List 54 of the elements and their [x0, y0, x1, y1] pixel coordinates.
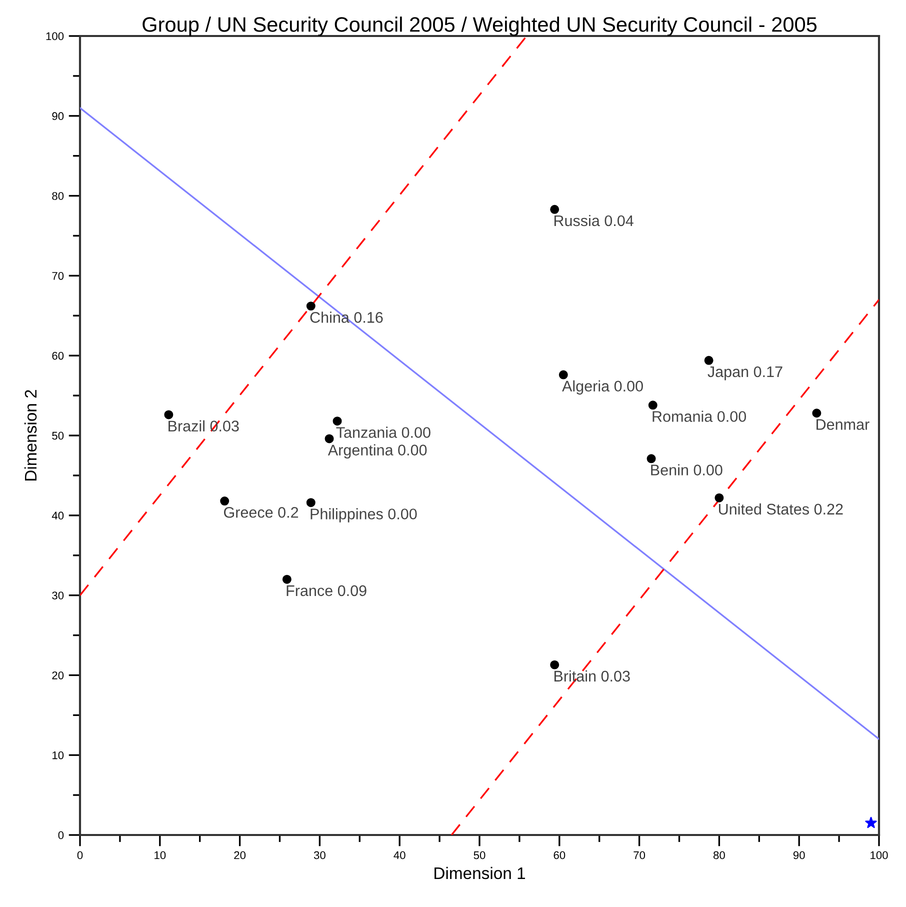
annotation: Argentina 0.00 [328, 444, 427, 458]
point [812, 408, 822, 418]
x-tick-label: 40 [394, 851, 406, 860]
point [550, 660, 560, 670]
x-tick-label: 30 [314, 851, 326, 860]
y-tick-label: 90 [52, 112, 64, 120]
point [164, 410, 174, 420]
chart-title: Group / UN Security Council 2005 / Weighted UN Security Council - 2005 [142, 16, 817, 36]
y-axis-title: Dimension 2 [24, 390, 37, 480]
x-tick-label: 80 [714, 851, 725, 860]
point [646, 454, 656, 464]
y-tick-label: 100 [46, 32, 64, 40]
y-tick-label: 30 [52, 592, 64, 600]
x-tick-label: 70 [634, 851, 646, 860]
point [865, 816, 877, 828]
point [332, 416, 342, 426]
annotation: Philippines 0.00 [310, 508, 417, 522]
point [714, 493, 724, 502]
y-tick-label: 50 [52, 432, 64, 440]
x-tick-label: 0 [77, 851, 83, 860]
x-tick-label: 90 [793, 851, 805, 860]
annotation: Japan 0.17 [708, 366, 782, 380]
annotation: Denmar [816, 419, 870, 430]
point [704, 356, 714, 365]
annotation: United States 0.22 [718, 503, 843, 515]
y-tick-label: 60 [52, 352, 64, 360]
annotation: Greece 0.2 [224, 506, 298, 518]
y-tick-label: 70 [52, 272, 64, 280]
point [550, 204, 560, 214]
x-tick-label: 100 [870, 851, 888, 860]
point [648, 400, 658, 410]
point [220, 496, 230, 506]
annotation: Britain 0.03 [554, 670, 630, 682]
point [306, 498, 316, 508]
y-tick-label: 40 [52, 512, 64, 520]
annotation: Romania 0.00 [652, 410, 746, 422]
point [306, 302, 316, 311]
annotation: Algeria 0.00 [562, 380, 643, 395]
annotation: Tanzania 0.00 [336, 426, 430, 438]
point [324, 434, 334, 444]
point [558, 370, 568, 380]
x-tick-label: 10 [154, 851, 166, 860]
y-tick-label: 0 [58, 831, 64, 840]
annotation: Benin 0.00 [651, 464, 722, 476]
y-tick-label: 80 [52, 192, 64, 200]
annotation: France 0.09 [286, 585, 366, 596]
point [282, 574, 292, 584]
annotation: Russia 0.04 [554, 214, 634, 226]
y-tick-label: 10 [52, 751, 64, 760]
y-tick-label: 20 [52, 671, 64, 680]
x-tick-label: 50 [474, 851, 486, 860]
x-tick-label: 20 [234, 851, 246, 860]
x-axis-title: Dimension 1 [434, 866, 526, 880]
x-tick-label: 60 [554, 851, 566, 860]
